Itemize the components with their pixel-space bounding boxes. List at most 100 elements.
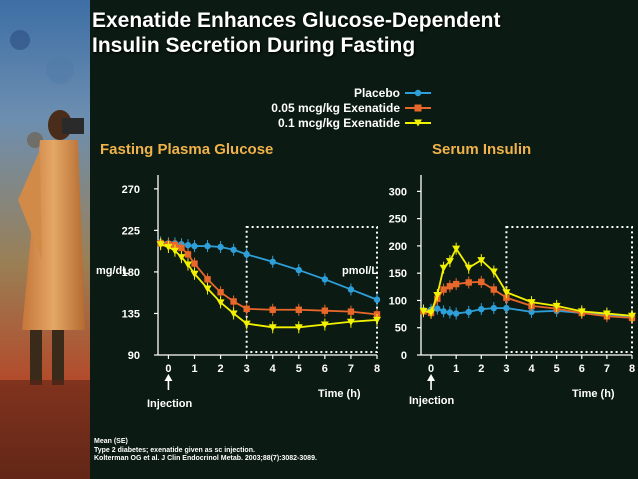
insulin-point-exenatide-01 <box>427 309 436 317</box>
insulin-point-placebo <box>434 305 441 312</box>
legend-label-exenatide-005: 0.05 mcg/kg Exenatide <box>271 100 400 115</box>
insulin-y-tick-label: 300 <box>389 186 407 198</box>
insulin-x-tick-label: 5 <box>554 363 560 375</box>
glucose-point-exenatide-005 <box>243 305 250 313</box>
legend-label-placebo: Placebo <box>353 85 400 100</box>
insulin-point-exenatide-01 <box>477 257 486 265</box>
glucose-injection-label: Injection <box>147 398 193 410</box>
glucose-point-placebo <box>373 296 381 303</box>
glucose-point-exenatide-01 <box>190 270 199 278</box>
glucose-y-axis-label: mg/dL <box>96 265 129 277</box>
insulin-y-tick-label: 200 <box>389 241 407 253</box>
insulin-injection-arrowhead-icon <box>427 374 436 381</box>
insulin-x-axis-label: Time (h) <box>572 388 615 400</box>
slide-title-line-1: Exenatide Enhances Glucose-Dependent <box>92 9 501 32</box>
insulin-point-exenatide-01 <box>464 264 473 272</box>
glucose-point-placebo <box>243 251 250 258</box>
glucose-point-exenatide-01 <box>177 254 186 262</box>
insulin-panel-title: Serum Insulin <box>432 141 532 158</box>
glucose-point-exenatide-01 <box>164 244 173 251</box>
glucose-point-exenatide-01 <box>373 316 381 324</box>
glucose-point-exenatide-005 <box>230 298 237 305</box>
glucose-x-axis-label: Time (h) <box>318 388 361 400</box>
glucose-x-tick-label: 1 <box>191 363 197 375</box>
glucose-panel-title: Fasting Plasma Glucose <box>100 141 274 158</box>
glucose-x-tick-label: 7 <box>348 363 354 375</box>
glucose-point-exenatide-01 <box>268 324 277 332</box>
glucose-point-exenatide-01 <box>183 261 192 269</box>
glucose-point-exenatide-005 <box>347 308 355 315</box>
glucose-y-tick-label: 90 <box>128 350 140 362</box>
slide-title: Exenatide Enhances Glucose-Dependent Ins… <box>92 8 632 58</box>
glucose-point-exenatide-005 <box>295 306 302 313</box>
insulin-point-placebo <box>446 309 454 316</box>
glucose-point-placebo <box>184 241 192 249</box>
legend-item-exenatide-01: 0.1 mcg/kg Exenatide <box>212 115 432 130</box>
insulin-x-tick-label: 2 <box>478 363 484 375</box>
glucose-x-tick-label: 2 <box>218 363 224 375</box>
chart-legend: Placebo 0.05 mcg/kg Exenatide 0.1 mcg/kg… <box>212 85 432 130</box>
insulin-x-tick-label: 8 <box>629 363 635 375</box>
insulin-point-exenatide-01 <box>439 264 448 272</box>
glucose-x-tick-label: 4 <box>270 363 277 375</box>
legend-label-exenatide-01: 0.1 mcg/kg Exenatide <box>277 115 400 130</box>
insulin-point-exenatide-005 <box>446 283 454 290</box>
glucose-highlight-box <box>245 226 378 353</box>
insulin-x-tick-label: 1 <box>453 363 459 375</box>
glucose-point-exenatide-005 <box>184 251 192 258</box>
glucose-point-exenatide-005 <box>178 244 185 252</box>
insulin-x-tick-label: 7 <box>604 363 610 375</box>
insulin-y-axis-label: pmol/L <box>342 265 378 277</box>
glucose-point-exenatide-005 <box>217 289 224 296</box>
glucose-point-exenatide-01 <box>320 321 329 329</box>
glucose-point-placebo <box>191 242 198 250</box>
insulin-point-exenatide-005 <box>490 286 498 293</box>
glucose-y-tick-label: 225 <box>122 225 140 237</box>
glucose-x-tick-label: 8 <box>374 363 380 375</box>
insulin-x-tick-label: 6 <box>579 363 585 375</box>
glucose-point-placebo <box>295 266 302 274</box>
insulin-point-exenatide-01 <box>502 289 511 297</box>
glucose-point-placebo <box>217 243 224 251</box>
insulin-y-tick-label: 250 <box>389 214 407 226</box>
glucose-point-placebo <box>347 286 355 293</box>
slide-title-line-2: Insulin Secretion During Fasting <box>92 34 416 57</box>
legend-item-exenatide-005: 0.05 mcg/kg Exenatide <box>212 100 432 115</box>
glucose-series-line-2 <box>160 243 378 329</box>
glucose-point-placebo <box>269 258 276 265</box>
insulin-x-tick-label: 3 <box>503 363 509 375</box>
glucose-x-tick-label: 3 <box>244 363 250 375</box>
insulin-point-placebo <box>440 308 447 315</box>
insulin-point-exenatide-01 <box>419 307 428 315</box>
insulin-point-placebo <box>490 304 498 312</box>
glucose-point-exenatide-01 <box>216 299 225 307</box>
insulin-point-exenatide-005 <box>440 286 447 293</box>
glucose-point-exenatide-01 <box>156 241 165 249</box>
glucose-point-exenatide-005 <box>269 306 276 313</box>
insulin-x-tick-label: 4 <box>528 363 535 375</box>
legend-swatch-circle-icon <box>405 89 431 96</box>
insulin-highlight-box <box>505 226 633 353</box>
glucose-series-line-1 <box>160 242 378 316</box>
insulin-point-exenatide-01 <box>628 312 636 320</box>
insulin-point-exenatide-01 <box>552 302 561 310</box>
insulin-point-exenatide-01 <box>445 258 454 266</box>
insulin-point-exenatide-01 <box>602 310 611 318</box>
glucose-point-placebo <box>321 276 329 283</box>
footnote-mean-se: Mean (SE) <box>94 438 128 445</box>
glucose-y-tick-label: 135 <box>122 308 140 320</box>
insulin-y-tick-label: 0 <box>401 350 407 362</box>
insulin-point-exenatide-01 <box>577 308 586 316</box>
glucose-point-exenatide-01 <box>346 318 355 326</box>
insulin-point-placebo <box>503 304 510 312</box>
glucose-x-tick-label: 6 <box>322 363 328 375</box>
legend-swatch-square-icon <box>405 104 431 111</box>
glucose-point-placebo <box>204 242 211 250</box>
glucose-injection-arrowhead-icon <box>164 374 173 381</box>
glucose-point-exenatide-01 <box>203 285 212 293</box>
glucose-point-placebo <box>230 246 237 253</box>
glucose-point-exenatide-005 <box>191 260 198 267</box>
insulin-y-tick-label: 50 <box>395 323 407 335</box>
footnotes: Mean (SE) Type 2 diabetes; exenatide giv… <box>94 438 317 464</box>
